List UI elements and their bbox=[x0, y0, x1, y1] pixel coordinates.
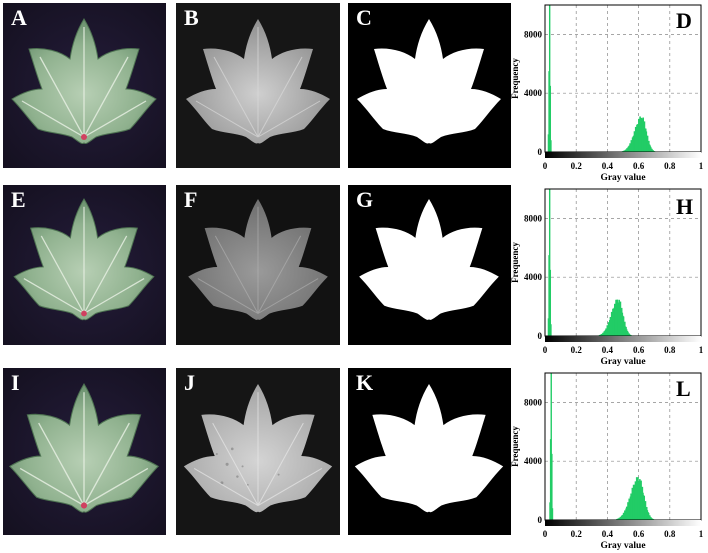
mask-leaf-image bbox=[348, 3, 511, 168]
x-tick-label: 0.2 bbox=[571, 529, 583, 539]
y-axis-label: Frequency bbox=[510, 426, 520, 467]
panel-c-mask-leaf: C bbox=[348, 3, 511, 168]
histogram-bar bbox=[550, 373, 552, 520]
panel-label: J bbox=[184, 370, 195, 395]
histogram-plot: 0 0.2 0.4 0.6 0.8 1 0 4000 8000 Gray value Frequen… bbox=[510, 4, 704, 183]
x-tick-label: 0 bbox=[543, 529, 548, 539]
panel-label: E bbox=[11, 187, 26, 212]
x-tick-label: 0.2 bbox=[571, 345, 583, 355]
panel-label: K bbox=[356, 370, 374, 395]
grid bbox=[545, 373, 701, 520]
histogram-bar bbox=[548, 5, 551, 152]
y-tick-label: 4000 bbox=[524, 456, 543, 466]
histogram-bars bbox=[547, 5, 656, 152]
x-tick-label: 0.8 bbox=[664, 345, 676, 355]
x-axis-label: Gray value bbox=[600, 173, 645, 183]
y-tick-label: 0 bbox=[538, 331, 543, 341]
x-tick-label: 1 bbox=[699, 345, 704, 355]
color-leaf-image bbox=[3, 3, 166, 168]
y-tick-label: 8000 bbox=[524, 397, 543, 407]
y-tick-label: 4000 bbox=[524, 88, 543, 98]
x-tick-label: 0.8 bbox=[664, 529, 676, 539]
x-tick-label: 0.2 bbox=[571, 161, 583, 171]
histogram-d: 0 0.2 0.4 0.6 0.8 1 0 4000 8000 Gray value Frequen… bbox=[510, 0, 708, 185]
x-tick-label: 1 bbox=[699, 529, 704, 539]
panel-label: D bbox=[676, 8, 692, 33]
histogram-bar bbox=[548, 189, 551, 336]
grid bbox=[545, 189, 701, 336]
panel-j-gray-leaf: J bbox=[176, 368, 340, 535]
x-axis-label: Gray value bbox=[600, 541, 645, 551]
histogram-bars bbox=[549, 373, 655, 520]
histogram-bars bbox=[547, 189, 632, 336]
panel-label: F bbox=[184, 187, 198, 212]
panel-b-gray-leaf: B bbox=[176, 3, 340, 168]
x-tick-label: 0.6 bbox=[633, 345, 645, 355]
mask-leaf-image bbox=[348, 185, 511, 345]
y-tick-label: 0 bbox=[538, 515, 543, 525]
x-tick-label: 0.6 bbox=[633, 529, 645, 539]
panel-f-gray-leaf: F bbox=[176, 185, 340, 345]
y-axis-label: Frequency bbox=[510, 242, 520, 283]
panel-label: B bbox=[184, 5, 199, 30]
histogram-bar bbox=[551, 453, 553, 520]
histogram-h: 0 0.2 0.4 0.6 0.8 1 0 4000 8000 Gray value Frequen… bbox=[510, 184, 708, 369]
panel-k-mask-leaf: K bbox=[348, 368, 511, 535]
y-axis-label: Frequency bbox=[510, 58, 520, 99]
panel-a-color-leaf: A bbox=[3, 3, 166, 168]
color-leaf-image bbox=[3, 185, 166, 345]
grid bbox=[545, 5, 701, 152]
histogram-bar bbox=[549, 85, 552, 152]
y-tick-label: 8000 bbox=[524, 213, 543, 223]
gray-leaf-image bbox=[176, 368, 340, 535]
panel-g-mask-leaf: G bbox=[348, 185, 511, 345]
histogram-bar bbox=[551, 508, 554, 520]
x-tick-label: 0 bbox=[543, 345, 548, 355]
y-tick-label: 8000 bbox=[524, 29, 543, 39]
x-tick-label: 0.4 bbox=[602, 529, 614, 539]
gray-leaf-image bbox=[176, 185, 340, 345]
panel-e-color-leaf: E bbox=[3, 185, 166, 345]
x-tick-label: 0.6 bbox=[633, 161, 645, 171]
gray-scale-bar bbox=[545, 520, 701, 526]
histogram-plot: 0 0.2 0.4 0.6 0.8 1 0 4000 8000 Gray value Frequen… bbox=[510, 372, 704, 551]
panel-label: H bbox=[676, 194, 694, 219]
histogram-bar bbox=[550, 324, 552, 336]
gray-scale-bar bbox=[545, 336, 701, 342]
panel-label: G bbox=[356, 187, 374, 212]
histogram-plot: 0 0.2 0.4 0.6 0.8 1 0 4000 8000 Gray value Frequen… bbox=[510, 188, 704, 367]
panel-i-color-leaf: I bbox=[3, 368, 166, 535]
gray-leaf-image bbox=[176, 3, 340, 168]
y-tick-label: 0 bbox=[538, 147, 543, 157]
x-tick-label: 0.4 bbox=[602, 345, 614, 355]
histogram-l: 0 0.2 0.4 0.6 0.8 1 0 4000 8000 Gray value Frequen… bbox=[510, 368, 708, 553]
panel-label: L bbox=[676, 376, 691, 401]
panel-label: A bbox=[11, 5, 27, 30]
x-tick-label: 1 bbox=[699, 161, 704, 171]
histogram-bar bbox=[549, 269, 552, 336]
mask-leaf-image bbox=[348, 368, 511, 535]
x-tick-label: 0 bbox=[543, 161, 548, 171]
x-tick-label: 0.4 bbox=[602, 161, 614, 171]
histogram-bar bbox=[550, 140, 552, 152]
gray-scale-bar bbox=[545, 152, 701, 158]
x-axis-label: Gray value bbox=[600, 357, 645, 367]
panel-label: C bbox=[356, 5, 372, 30]
color-leaf-image bbox=[3, 368, 166, 535]
y-tick-label: 4000 bbox=[524, 272, 543, 282]
x-tick-label: 0.8 bbox=[664, 161, 676, 171]
panel-label: I bbox=[11, 370, 20, 395]
